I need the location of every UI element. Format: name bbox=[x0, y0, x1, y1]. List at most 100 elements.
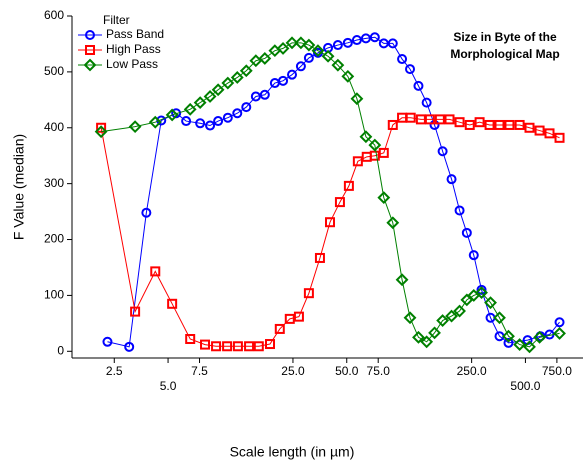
marker bbox=[341, 69, 355, 83]
marker bbox=[378, 147, 389, 158]
marker bbox=[303, 288, 314, 299]
marker bbox=[368, 138, 382, 152]
legend-marker bbox=[85, 45, 95, 55]
marker bbox=[461, 227, 472, 238]
marker bbox=[185, 334, 196, 344]
marker bbox=[141, 207, 152, 218]
marker bbox=[276, 41, 290, 55]
marker bbox=[395, 273, 409, 287]
marker bbox=[436, 314, 450, 327]
marker bbox=[412, 330, 425, 344]
y-tick-label: 500 bbox=[44, 64, 64, 78]
marker bbox=[295, 61, 306, 72]
marker bbox=[523, 340, 536, 354]
marker bbox=[332, 40, 343, 51]
marker bbox=[211, 341, 222, 352]
marker bbox=[250, 91, 261, 102]
marker bbox=[397, 54, 408, 65]
marker bbox=[387, 119, 398, 130]
annotation: Size in Byte of the bbox=[453, 30, 557, 44]
marker bbox=[274, 323, 285, 334]
marker bbox=[475, 286, 488, 300]
marker bbox=[351, 35, 362, 46]
marker bbox=[287, 69, 298, 80]
marker bbox=[413, 80, 424, 91]
marker bbox=[405, 64, 416, 75]
series-line bbox=[101, 42, 560, 348]
y-axis-label: F Value (median) bbox=[11, 134, 27, 240]
marker bbox=[311, 44, 325, 58]
marker bbox=[200, 339, 211, 350]
x-axis-label: Scale length (in µm) bbox=[230, 444, 355, 460]
marker bbox=[325, 217, 336, 228]
marker bbox=[232, 341, 243, 352]
x-tick-label: 25.0 bbox=[281, 364, 305, 378]
marker bbox=[445, 309, 458, 323]
marker bbox=[183, 102, 197, 116]
y-tick-label: 400 bbox=[44, 120, 64, 134]
marker bbox=[278, 75, 289, 86]
marker bbox=[454, 205, 465, 216]
marker bbox=[253, 341, 264, 352]
marker bbox=[314, 252, 325, 263]
legend-title: Filter bbox=[103, 13, 130, 27]
marker bbox=[284, 313, 295, 324]
legend-marker bbox=[83, 58, 97, 72]
marker bbox=[421, 97, 432, 108]
marker bbox=[321, 49, 335, 63]
marker bbox=[554, 132, 565, 143]
marker bbox=[244, 341, 255, 352]
marker bbox=[230, 71, 244, 84]
marker bbox=[239, 64, 253, 78]
marker bbox=[553, 326, 566, 340]
annotation: Morphological Map bbox=[450, 47, 559, 61]
marker bbox=[468, 250, 479, 261]
marker bbox=[302, 38, 316, 52]
marker bbox=[446, 174, 457, 185]
marker bbox=[420, 335, 434, 349]
legend-label: Low Pass bbox=[106, 57, 158, 71]
marker bbox=[167, 298, 178, 309]
marker bbox=[415, 114, 426, 125]
marker bbox=[94, 125, 108, 139]
marker bbox=[222, 341, 233, 352]
marker bbox=[484, 296, 497, 310]
x-tick-label: 75.0 bbox=[367, 364, 391, 378]
marker bbox=[203, 90, 217, 103]
legend-label: Pass Band bbox=[106, 27, 164, 41]
marker bbox=[148, 115, 162, 129]
y-tick-label: 600 bbox=[44, 8, 64, 22]
marker bbox=[96, 122, 107, 133]
marker bbox=[342, 37, 353, 48]
marker bbox=[386, 216, 400, 230]
marker bbox=[513, 338, 527, 352]
marker bbox=[343, 180, 354, 191]
series-line bbox=[100, 117, 560, 347]
marker bbox=[503, 337, 514, 348]
marker bbox=[444, 114, 455, 125]
marker bbox=[544, 128, 555, 139]
marker bbox=[377, 191, 391, 205]
x-tick-label: 50.0 bbox=[335, 364, 359, 378]
marker bbox=[293, 311, 304, 322]
marker bbox=[128, 120, 142, 134]
marker bbox=[502, 329, 515, 343]
x-tick-label: 500.0 bbox=[510, 379, 540, 393]
marker bbox=[350, 92, 364, 106]
marker bbox=[428, 326, 441, 340]
marker bbox=[195, 118, 206, 129]
legend-label: High Pass bbox=[106, 42, 161, 56]
marker bbox=[405, 112, 416, 123]
marker bbox=[369, 32, 380, 43]
marker bbox=[460, 293, 474, 307]
marker bbox=[102, 336, 113, 347]
marker bbox=[221, 76, 235, 90]
marker bbox=[464, 119, 475, 130]
y-tick-label: 200 bbox=[44, 232, 64, 246]
marker bbox=[241, 102, 252, 113]
marker bbox=[437, 146, 448, 157]
marker bbox=[232, 108, 243, 119]
y-tick-label: 100 bbox=[44, 288, 64, 302]
y-tick-label: 0 bbox=[57, 343, 64, 357]
